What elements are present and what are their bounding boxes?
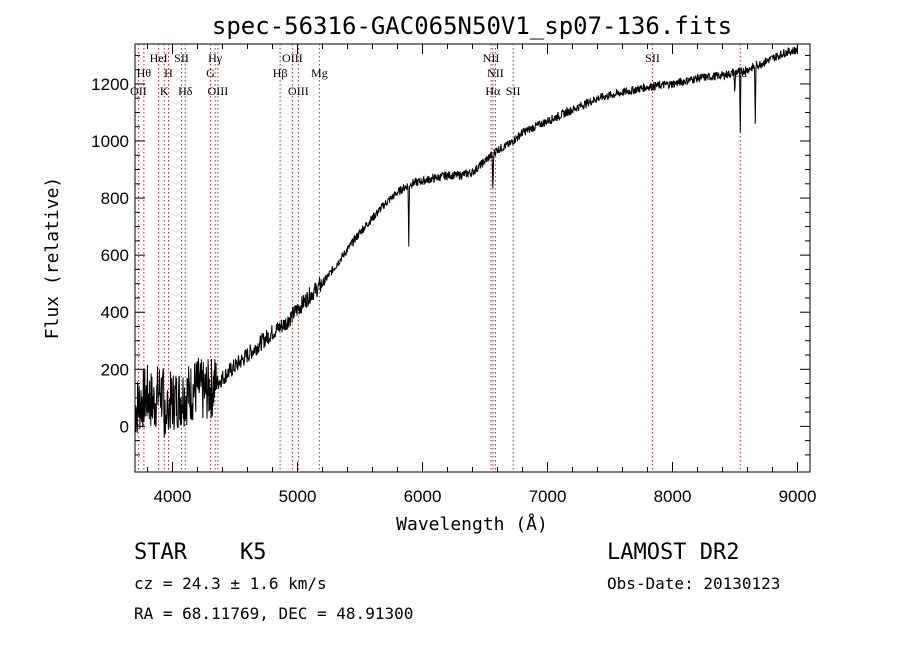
spectral-line-label: NII <box>483 51 500 65</box>
y-tick-label: 1200 <box>91 75 129 94</box>
y-tick-label: 200 <box>101 360 129 379</box>
spectral-line-markers <box>137 44 741 472</box>
y-tick-label: 800 <box>101 189 129 208</box>
x-tick-label: 8000 <box>654 487 692 506</box>
x-tick-label: 7000 <box>529 487 567 506</box>
survey-name: LAMOST DR2 <box>607 540 740 565</box>
y-tick-label: 600 <box>101 246 129 265</box>
y-axis-label: Flux (relative) <box>42 177 63 340</box>
spectral-line-label: SII <box>174 51 189 65</box>
x-tick-label: 5000 <box>279 487 317 506</box>
spectral-line-label: OII <box>130 84 147 98</box>
y-tick-label: 1000 <box>91 132 129 151</box>
chart-title: spec-56316-GAC065N50V1_sp07-136.fits <box>212 12 732 40</box>
y-tick-label: 0 <box>120 417 129 436</box>
spectral-line-label: HeI <box>150 51 168 65</box>
spectral-line-label: Hγ <box>208 51 223 65</box>
object-subclass: K5 <box>240 540 267 565</box>
x-tick-label: 9000 <box>779 487 817 506</box>
spectral-line-label: NII <box>487 66 504 80</box>
x-axis-label: Wavelength (Å) <box>396 513 548 535</box>
y-tick-label: 400 <box>101 303 129 322</box>
spectral-line-label: Hβ <box>273 66 288 80</box>
spectral-line-label: Mg <box>311 66 328 80</box>
plot-frame <box>134 43 811 473</box>
spectral-line-label: Hα <box>485 84 501 98</box>
spectral-line-labels: OIIHθHeIKHSIIHδGHγOIIIHβOIIIOIIIMgNIIHαN… <box>130 51 748 98</box>
x-axis-ticks: 4000 5000 6000 7000 8000 9000 <box>147 44 817 506</box>
x-tick-label: 6000 <box>404 487 442 506</box>
spectral-line-label: OIII <box>282 51 303 65</box>
spectral-line-label: G <box>206 66 215 80</box>
spectral-line-label: Hδ <box>178 84 193 98</box>
y-axis-ticks: 0 200 400 600 800 1000 1200 <box>91 54 810 456</box>
coordinates: RA = 68.11769, DEC = 48.91300 <box>134 604 414 623</box>
observation-date: Obs-Date: 20130123 <box>607 574 781 593</box>
spectral-line-label: Hθ <box>137 66 152 80</box>
spectral-line-label: OIII <box>288 84 309 98</box>
spectral-line-label: SII <box>506 84 521 98</box>
redshift-value: cz = 24.3 ± 1.6 km/s <box>134 574 327 593</box>
object-class: STAR <box>134 540 187 565</box>
spectral-line-label: SII <box>645 51 660 65</box>
spectral-line-label: K <box>160 84 169 98</box>
spectrum-series-line <box>134 45 798 438</box>
x-tick-label: 4000 <box>154 487 192 506</box>
spectral-line-label: H <box>164 66 173 80</box>
spectral-line-label: OIII <box>208 84 229 98</box>
